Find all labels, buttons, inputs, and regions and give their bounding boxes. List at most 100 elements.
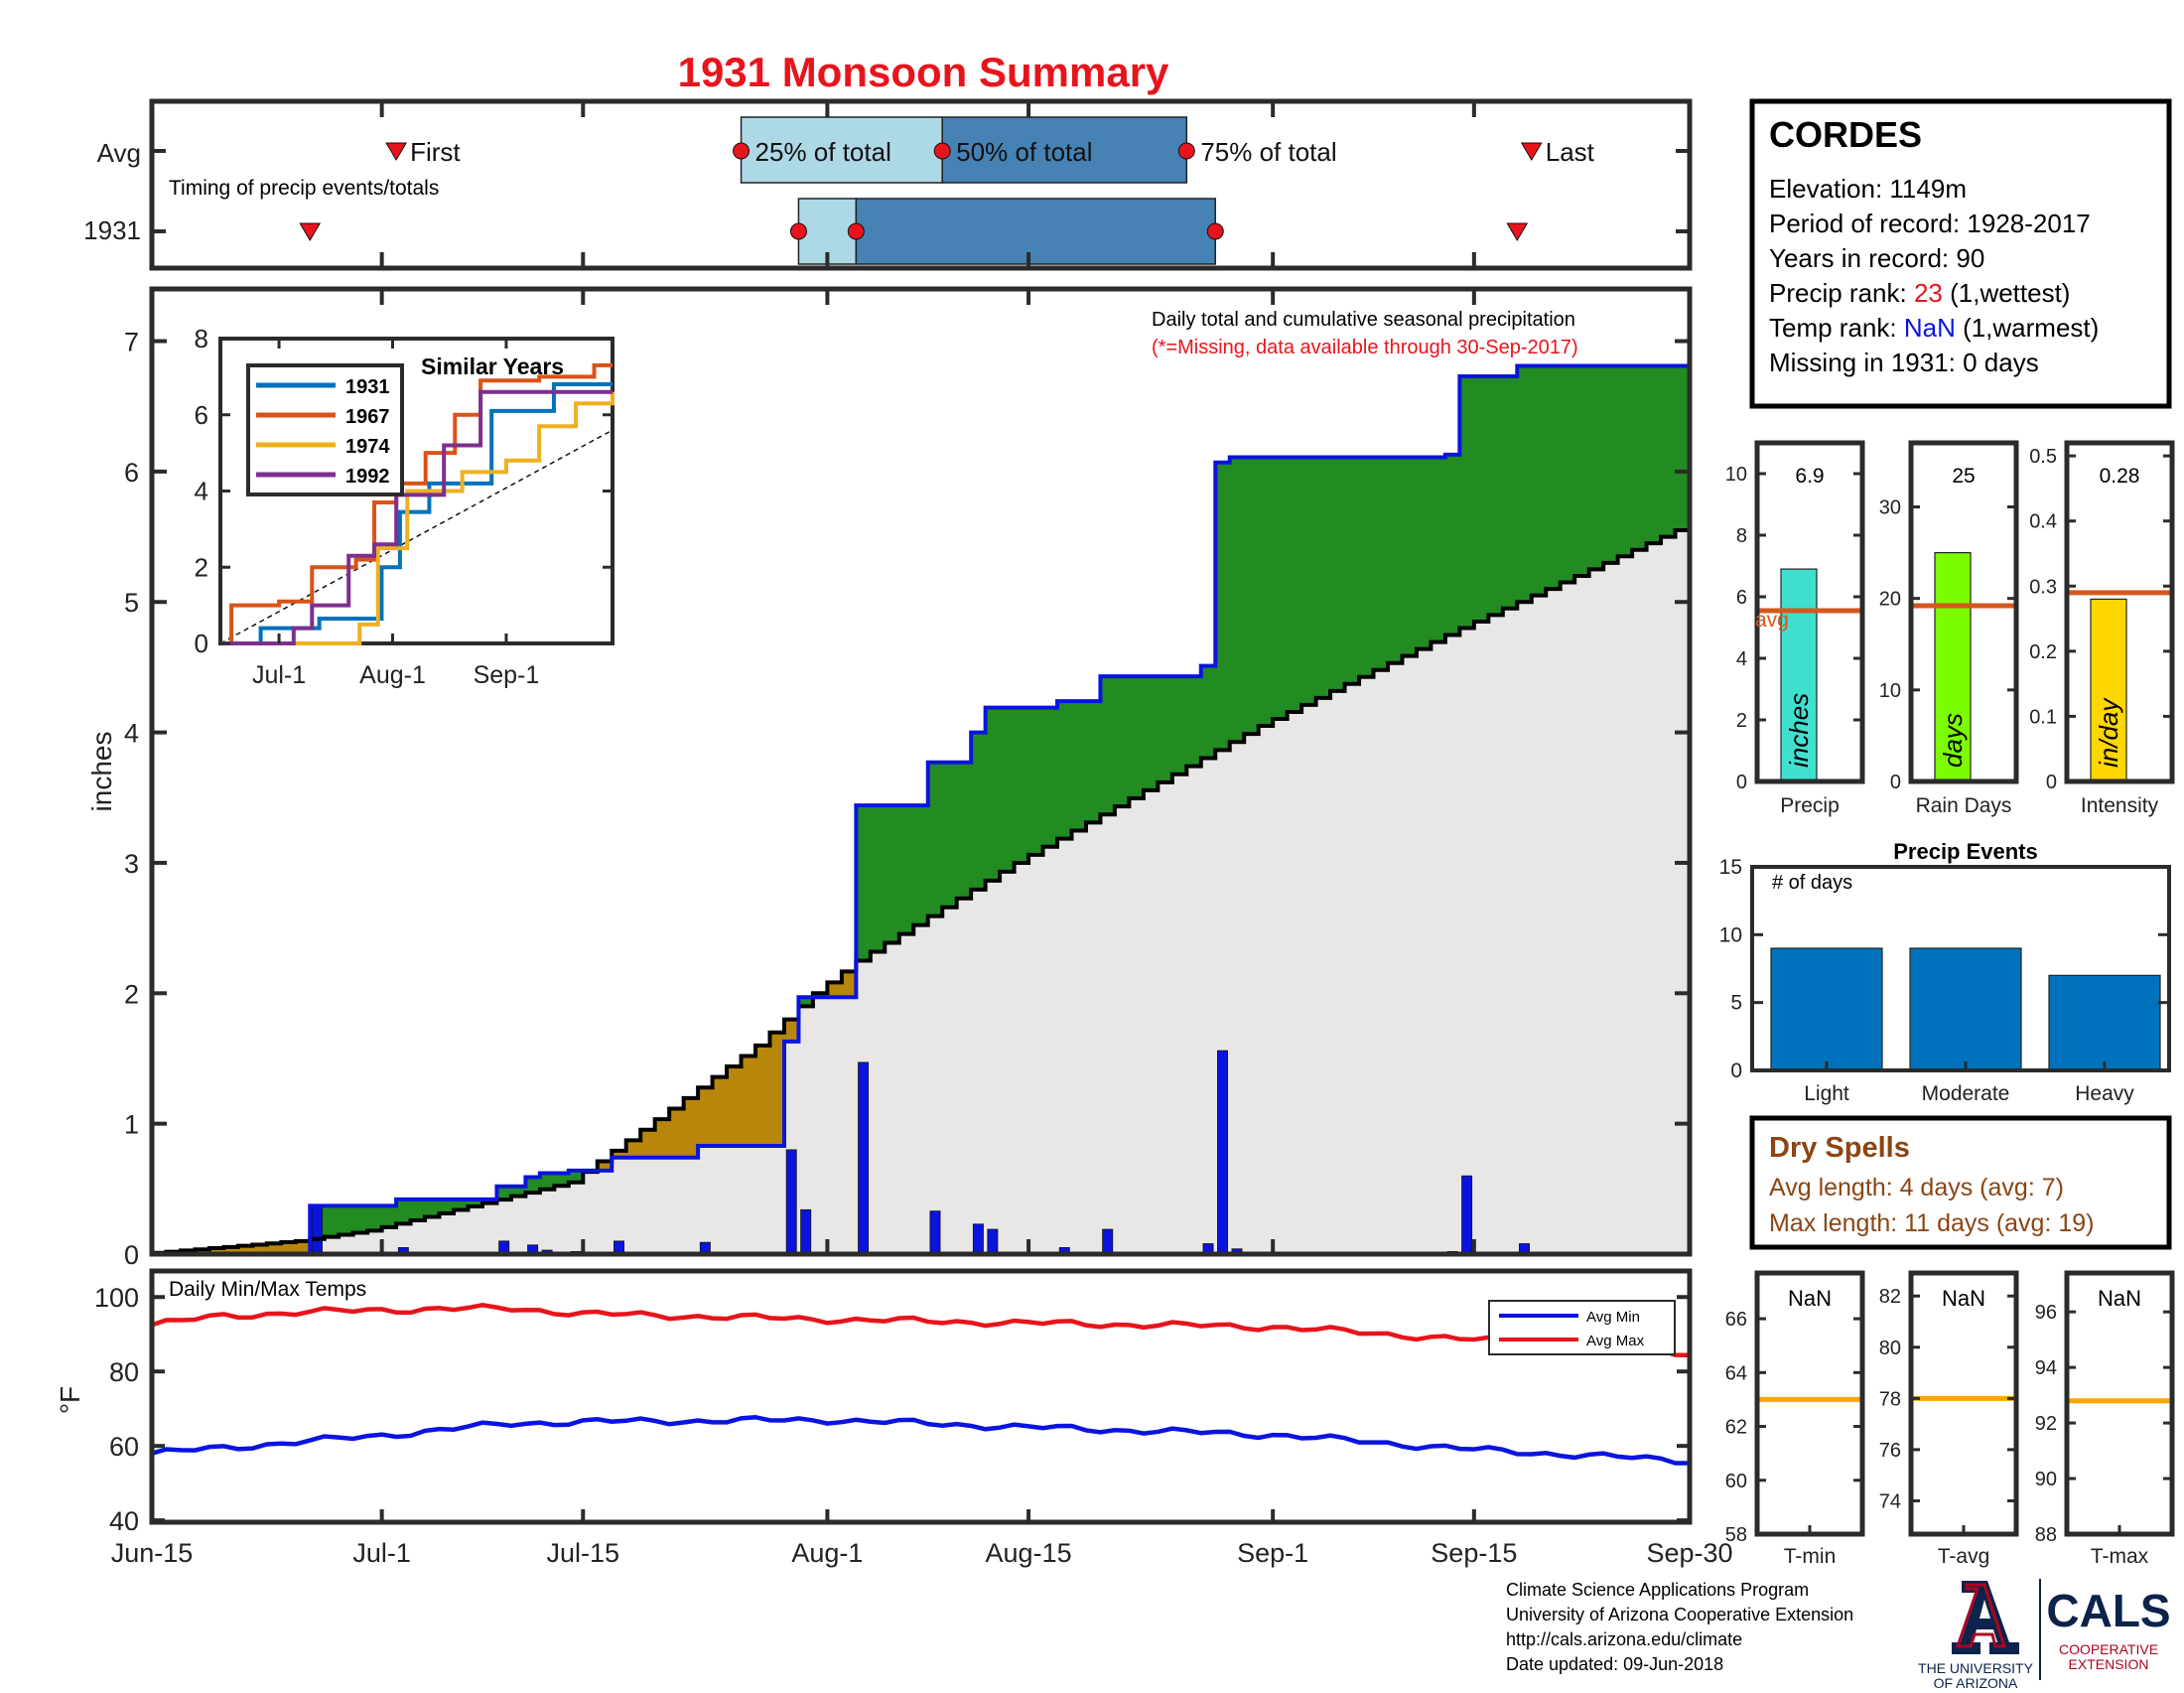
daily-precip-bar: [312, 1205, 323, 1255]
precip-value: 6.9: [1795, 465, 1824, 488]
above-average-area: [1085, 701, 1102, 823]
daily-precip-bar: [800, 1208, 812, 1255]
above-average-area: [1646, 365, 1662, 544]
intensity-xlabel: Intensity: [2081, 794, 2159, 817]
precip-event-bar: [1909, 947, 2022, 1071]
daily-precip-bar: [972, 1223, 984, 1255]
intensity-panel: in/day 0.28 0 0.1 0.2 0.3 0.4 0.5 Intensity: [2029, 440, 2175, 817]
below-average-area: [208, 1248, 224, 1254]
below-average-area: [625, 1140, 641, 1158]
ua-line1: THE UNIVERSITY: [1918, 1660, 2034, 1676]
rain-days-ytick-label: 0: [1890, 772, 1901, 793]
t-avg-panel-bg: [1911, 1273, 2016, 1534]
above-average-area: [1330, 457, 1346, 691]
t-avg-xlabel: T-avg: [1938, 1545, 1990, 1568]
precip-event-category: Heavy: [2075, 1082, 2134, 1105]
below-average-area: [698, 1087, 714, 1146]
daily-precip-bar: [1217, 1050, 1228, 1255]
t-min-panel: NaN 58 60 62 64 66 T-min: [1725, 1270, 1865, 1568]
avg-min-temp-line: [151, 1415, 1691, 1466]
t-min-panel-bg: [1757, 1273, 1862, 1534]
ua-line2: OF ARIZONA: [1934, 1675, 2018, 1688]
below-average-area: [612, 1150, 627, 1158]
t-avg-ytick-label: 76: [1879, 1440, 1901, 1462]
t-max-panel-bg: [2067, 1273, 2172, 1534]
year-50-75-box: [855, 198, 1217, 265]
above-average-area: [1171, 676, 1187, 775]
above-average-area: [352, 1205, 368, 1233]
above-average-area: [1416, 457, 1433, 649]
station-missing: Missing in 1931: 0 days: [1769, 348, 2039, 377]
above-average-area: [454, 1199, 470, 1210]
main-ytick-label: 3: [124, 849, 139, 879]
precip-avg-label: avg: [1755, 609, 1789, 632]
above-average-area: [1661, 365, 1677, 537]
date-axis-label: Sep-15: [1431, 1538, 1517, 1568]
timing-label-p75: 75% of total: [1200, 137, 1336, 167]
intensity-ytick-label: 0.3: [2029, 576, 2057, 598]
dry-spells-max-length: Max length: 11 days (avg: 19): [1769, 1209, 2095, 1237]
above-average-area: [568, 1170, 584, 1183]
station-period: Period of record: 1928-2017: [1769, 209, 2091, 238]
above-average-area: [1071, 701, 1087, 831]
temp-ytick-label: 60: [109, 1432, 139, 1462]
above-average-area: [1028, 707, 1044, 855]
inset-legend-label: 1974: [345, 436, 390, 458]
precip-events-title: Precip Events: [1893, 839, 2038, 864]
precip-bar: [1780, 568, 1818, 782]
t-max-ytick-label: 92: [2035, 1413, 2057, 1435]
inset-ytick-label: 0: [195, 629, 208, 658]
above-average-area: [1158, 676, 1173, 782]
intensity-ytick-label: 0.5: [2029, 446, 2057, 468]
above-average-area: [1229, 457, 1245, 743]
daily-precip-bar: [987, 1228, 999, 1255]
inset-legend-label: 1931: [345, 376, 390, 398]
date-axis-label: Jul-1: [352, 1538, 411, 1568]
avg-p25-marker: [733, 142, 751, 160]
below-average-area: [741, 1056, 756, 1146]
station-temp-rank: Temp rank: NaN (1,warmest): [1769, 313, 2099, 343]
t-avg-ytick-label: 80: [1879, 1338, 1901, 1359]
temp-ytick-label: 80: [109, 1357, 139, 1387]
below-average-area: [712, 1076, 728, 1146]
above-average-area: [1373, 457, 1389, 670]
t-avg-ytick-label: 74: [1879, 1490, 1901, 1512]
precip-ytick-label: 2: [1736, 710, 1747, 732]
below-average-area: [597, 1161, 613, 1171]
t-min-xlabel: T-min: [1784, 1545, 1837, 1568]
precip-panel-frame: [1754, 440, 1865, 784]
station-precip-rank: Precip rank: 23 (1,wettest): [1769, 278, 2070, 308]
above-average-area: [1546, 365, 1562, 590]
above-average-area: [1617, 365, 1633, 557]
above-average-area: [1114, 676, 1131, 807]
dry-spells-avg-length: Avg length: 4 days (avg: 7): [1769, 1174, 2064, 1201]
timing-row-label-avg: Avg: [97, 138, 141, 168]
precip-unit-label: inches: [1784, 693, 1814, 768]
similar-year-line-1931: [220, 382, 613, 645]
above-average-area: [1100, 676, 1116, 815]
date-axis-label: Aug-1: [791, 1538, 863, 1568]
cals-logo: CALS COOPERATIVE EXTENSION: [2046, 1585, 2170, 1672]
below-average-area: [727, 1066, 743, 1146]
date-axis-label: Sep-1: [1237, 1538, 1308, 1568]
below-average-area: [237, 1245, 253, 1254]
inset-legend-label: 1992: [345, 466, 390, 488]
rain-days-panel-frame: [1908, 440, 2019, 784]
precip-event-bar: [1770, 947, 1883, 1071]
daily-precip-bar: [1461, 1175, 1473, 1255]
date-axis-label: Jun-15: [111, 1538, 194, 1568]
t-min-ytick-label: 58: [1725, 1524, 1747, 1546]
above-average-area: [856, 805, 872, 961]
t-max-ytick-label: 94: [2035, 1357, 2057, 1379]
main-ytick-label: 0: [124, 1240, 139, 1270]
precip-ytick-label: 4: [1736, 648, 1747, 670]
main-chart-note: (*=Missing, data available through 30-Se…: [1152, 337, 1578, 358]
above-average-area: [1588, 365, 1604, 570]
inset-xtick-label: Sep-1: [474, 661, 540, 689]
main-ytick-label: 4: [124, 719, 139, 749]
main-ytick-label: 1: [124, 1110, 139, 1140]
year-last-marker-icon: [1506, 222, 1529, 241]
precip-event-bar: [2048, 974, 2161, 1071]
precip-panel: inches 6.9 0 2 4 6 8 10 Precip avg: [1725, 440, 1865, 817]
station-years: Years in record: 90: [1769, 243, 1984, 273]
